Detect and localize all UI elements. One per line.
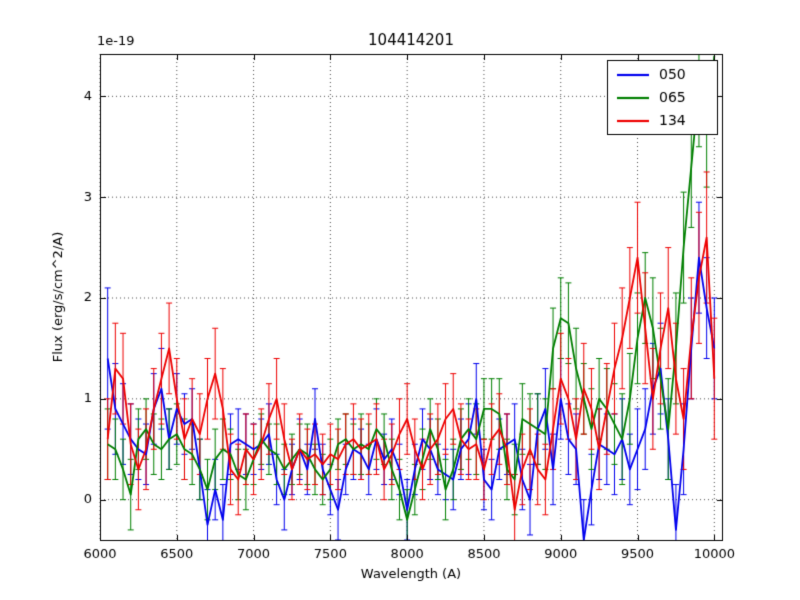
- spectrum-figure: [0, 0, 800, 600]
- chart-canvas: [0, 0, 800, 600]
